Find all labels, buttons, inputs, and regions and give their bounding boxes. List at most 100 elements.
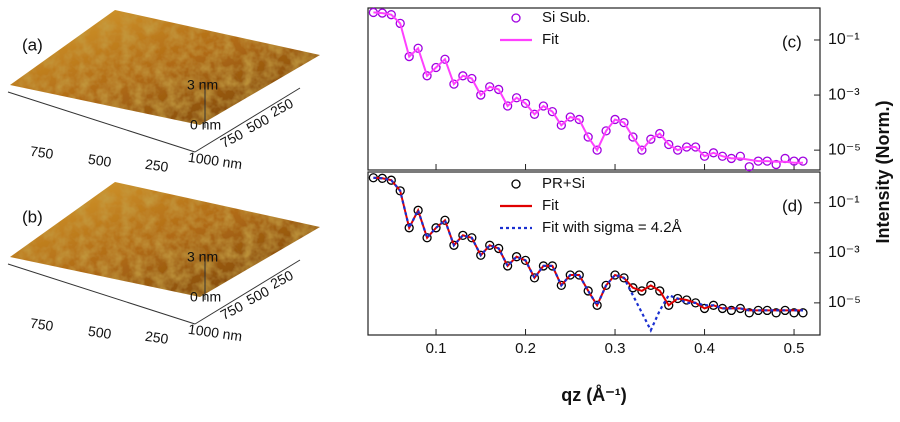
x-tick-label: 1000 nm (187, 321, 243, 344)
data-point (413, 205, 423, 215)
data-point (646, 280, 656, 291)
legend-label: Fit (542, 197, 559, 214)
y-tick-label: 10⁻¹ (828, 194, 860, 211)
legend-label: Fit with sigma = 4.2Å (542, 219, 682, 236)
data-point (771, 308, 781, 318)
x-tick-label: 500 (87, 151, 113, 170)
data-point (511, 252, 522, 262)
data-point (574, 114, 584, 125)
data-point (798, 308, 808, 318)
data-point (619, 117, 629, 128)
data-point (494, 84, 504, 95)
z-tick-label: 0 nm (190, 117, 221, 133)
x-tick-label: 250 (144, 328, 170, 347)
data-point (422, 71, 432, 81)
data-point (610, 114, 620, 125)
data-point (798, 156, 808, 166)
y-tick-label: 500 (244, 283, 272, 308)
x-tick-label: 1000 nm (187, 149, 243, 172)
data-point (511, 93, 522, 103)
data-point (440, 215, 450, 225)
data-point (655, 286, 665, 296)
data-point (601, 280, 611, 291)
data-point (789, 156, 799, 166)
z-tick-label: 3 nm (187, 77, 218, 93)
data-point (637, 145, 647, 155)
data-point (449, 240, 459, 250)
y-tick-label: 10⁻⁵ (828, 294, 861, 311)
y-tick-label: 250 (268, 267, 296, 292)
fit-line (373, 176, 803, 333)
data-point (556, 280, 566, 291)
plot-frame (367, 7, 821, 171)
data-point (520, 255, 531, 266)
data-point (744, 162, 754, 172)
data-point (771, 159, 781, 170)
data-point (476, 250, 486, 260)
panel-label: (a) (22, 35, 43, 54)
y-tick-label: 10⁻³ (828, 244, 860, 261)
data-point (726, 305, 737, 316)
x-tick-label: 750 (29, 315, 55, 334)
y-tick-label: 10⁻³ (828, 86, 860, 103)
panel-label: (c) (782, 32, 802, 51)
data-point (628, 132, 638, 142)
x-tick-label: 0.1 (426, 340, 447, 357)
x-tick-label: 250 (144, 156, 170, 175)
afm-axis (7, 263, 196, 325)
data-point (520, 98, 531, 109)
data-point (664, 139, 674, 150)
data-point (404, 51, 414, 62)
data-point (467, 73, 477, 84)
data-point (440, 54, 450, 64)
data-point (583, 132, 593, 142)
y-tick-label: 750 (218, 298, 246, 323)
data-point (413, 43, 423, 53)
data-point (619, 273, 629, 283)
y-axis-label: Intensity (Norm.) (873, 100, 893, 243)
data-point (485, 82, 495, 92)
data-point (547, 106, 558, 117)
legend-label: Si Sub. (542, 9, 590, 26)
x-tick-label: 750 (29, 143, 55, 162)
data-point (637, 286, 647, 296)
data-point (699, 151, 710, 161)
panel-label: (b) (22, 207, 43, 226)
fit-line (373, 176, 803, 312)
x-tick-label: 0.2 (515, 340, 536, 357)
data-point (494, 243, 504, 254)
afm-axis (194, 259, 301, 325)
data-point (789, 308, 799, 318)
data-point (601, 126, 611, 136)
legend-marker (511, 13, 521, 23)
x-tick-label: 0.4 (694, 340, 715, 357)
data-point (502, 101, 513, 111)
data-point (708, 300, 719, 310)
xrr-plots: 10⁻¹ 10⁻³ 10⁻⁵ (c) Si Sub. Fit 0.1 0.2 0.3 0.4 0.5… (367, 7, 861, 357)
data-point (699, 303, 710, 314)
data-point (708, 148, 719, 158)
data-point (673, 145, 683, 155)
x-tick-label: 0.3 (605, 340, 626, 357)
data-point (422, 233, 432, 243)
legend-marker (511, 179, 521, 189)
data-point (431, 223, 441, 233)
data-point (449, 79, 459, 89)
data-point (467, 233, 477, 243)
data-point (458, 71, 468, 81)
data-point (655, 128, 665, 139)
z-tick-label: 3 nm (187, 249, 218, 265)
z-tick-label: 0 nm (190, 289, 221, 305)
afm-surface (10, 10, 320, 125)
data-point (431, 62, 441, 73)
data-point (565, 112, 575, 122)
data-point (610, 270, 620, 280)
data-point (502, 261, 513, 271)
afm-axis (7, 91, 196, 153)
data-point (735, 151, 745, 161)
legend-label: PR+Si (542, 175, 585, 192)
